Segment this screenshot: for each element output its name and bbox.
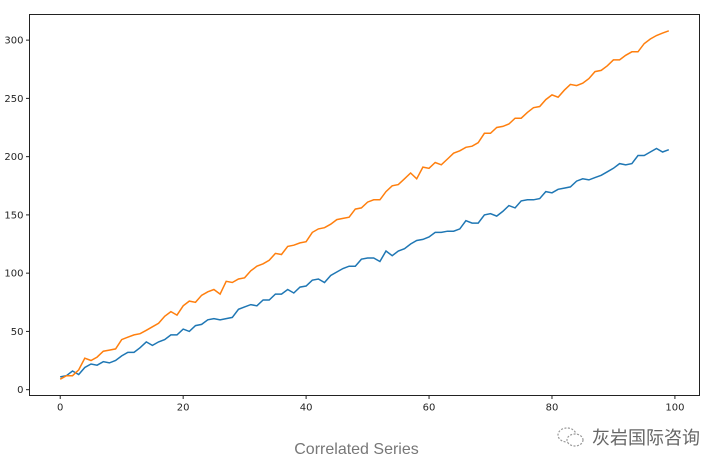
axes-frame: [29, 14, 700, 396]
plot-area: [59, 30, 670, 380]
y-tick-label: 200: [4, 152, 23, 163]
watermark: 灰岩国际咨询: [556, 424, 700, 450]
x-tick-label: 60: [423, 403, 436, 414]
x-tick-label: 40: [300, 403, 313, 414]
y-tick-label: 0: [17, 385, 23, 396]
y-tick-label: 250: [4, 94, 23, 105]
ticks: 0 20 40 60 80 100 0 50 100 150 200 250 300: [4, 36, 684, 414]
x-tick-label: 0: [57, 403, 63, 414]
y-tick-label: 50: [11, 327, 24, 338]
line-chart: 0 20 40 60 80 100 0 50 100 150 200 250 300: [4, 14, 700, 414]
x-tick-label: 20: [177, 403, 190, 414]
series-line-1: [60, 147, 670, 378]
y-tick-label: 300: [4, 36, 23, 47]
series-line-2: [59, 30, 670, 380]
watermark-text: 灰岩国际咨询: [592, 428, 700, 449]
x-tick-label: 100: [665, 403, 684, 414]
chart-caption: Correlated Series: [294, 441, 419, 458]
y-tick-label: 100: [4, 269, 23, 280]
wechat-icon: [557, 427, 584, 447]
x-tick-label: 80: [546, 403, 559, 414]
y-tick-label: 150: [4, 210, 23, 221]
